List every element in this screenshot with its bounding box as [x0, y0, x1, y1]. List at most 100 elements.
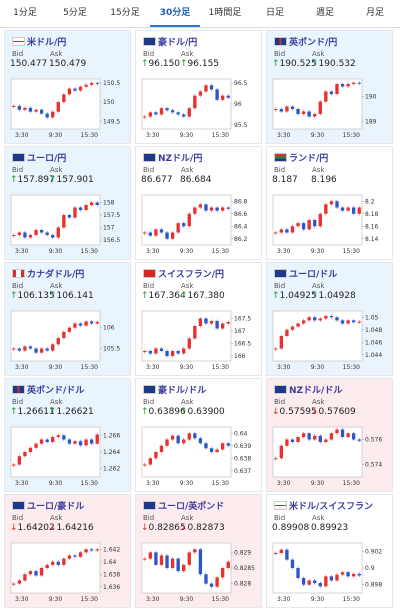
candle — [176, 558, 180, 572]
candle — [34, 443, 38, 448]
x-tick-label: 3:30 — [146, 480, 160, 487]
candle — [357, 321, 361, 323]
y-tick-label: 86.2 — [234, 236, 248, 243]
candle — [89, 321, 94, 324]
ask-value: 96.155 — [180, 59, 220, 69]
candle — [307, 111, 311, 117]
rate-tile[interactable]: 米ドル/円 Bid Ask 150.477 150.479 150.5 150 149.5 3:… — [4, 30, 131, 144]
candle — [301, 578, 306, 585]
flag-icon — [143, 269, 156, 278]
candle — [340, 572, 345, 575]
candle — [78, 552, 83, 557]
candle — [143, 232, 147, 234]
candle — [34, 348, 38, 353]
y-tick-label: 166 — [234, 353, 246, 360]
candle — [313, 435, 317, 440]
candle — [209, 321, 214, 324]
tab[interactable]: 1分足 — [13, 8, 37, 18]
candle — [329, 91, 334, 94]
x-tick-label: 9:30 — [49, 132, 63, 139]
x-tick-label: 9:30 — [311, 480, 325, 487]
candle — [143, 464, 147, 466]
bid-value: 1.04925 — [272, 291, 317, 301]
candle — [67, 327, 72, 332]
candle — [159, 229, 164, 233]
candle — [274, 109, 278, 110]
tab[interactable]: 5分足 — [63, 8, 87, 18]
candle — [187, 433, 191, 440]
x-tick-label: 9:30 — [49, 596, 63, 603]
candle — [226, 322, 230, 324]
candle — [279, 229, 284, 233]
tab[interactable]: 15分足 — [110, 8, 140, 18]
mini-chart: 150.5 150 149.5 3:30 9:30 15:30 — [10, 78, 120, 139]
x-tick-label: 3:30 — [15, 364, 29, 371]
y-tick-label: 86.6 — [234, 211, 248, 218]
rate-tile[interactable]: ランド/円 Bid Ask 8.187 8.196 8.2 8.18 8.16 8.14 3:30… — [266, 146, 393, 260]
candle — [28, 346, 33, 349]
x-tick-label: 15:30 — [81, 364, 98, 371]
candle — [89, 549, 94, 551]
candle — [274, 348, 278, 350]
x-tick-label: 15:30 — [81, 596, 98, 603]
ask-label: Ask — [312, 398, 325, 406]
candle — [84, 549, 88, 553]
candle — [204, 443, 208, 449]
candle — [45, 348, 49, 351]
candle — [226, 561, 230, 568]
ask-label: Ask — [181, 398, 194, 406]
ask-value: 0.82873 — [180, 523, 225, 533]
candle — [346, 433, 350, 437]
flag-icon — [143, 385, 156, 394]
candle — [148, 458, 153, 465]
candle — [285, 229, 289, 233]
bid-label: Bid — [12, 514, 24, 522]
ask-value: 86.684 — [180, 175, 212, 185]
candle — [226, 443, 230, 446]
candle — [296, 568, 300, 578]
flag-icon — [274, 37, 287, 46]
candle — [329, 576, 334, 581]
pair-name: スイスフラン/円 — [158, 270, 225, 280]
mini-chart: 1.642 1.64 1.638 1.636 3:30 9:30 15:30 — [10, 542, 120, 603]
tab[interactable]: 30分足 — [150, 0, 200, 27]
x-tick-label: 3:30 — [146, 364, 160, 371]
candle — [209, 85, 214, 90]
rate-tile[interactable]: NZドル/円 Bid Ask 86.677 86.684 86.8 86.6 86.4 86.2… — [135, 146, 262, 260]
ask-value: 1.64216 — [49, 523, 94, 533]
x-tick-label: 15:30 — [343, 364, 360, 371]
candle — [56, 338, 60, 345]
bid-value: 157.897 — [10, 175, 55, 185]
candle — [318, 101, 322, 114]
candle — [301, 320, 306, 324]
tab[interactable]: 日足 — [265, 8, 284, 18]
tab[interactable]: 1時間足 — [208, 8, 242, 18]
y-tick-label: 0.574 — [365, 462, 382, 469]
y-tick-label: 0.637 — [234, 468, 251, 475]
rate-tile[interactable]: ユーロ/英ポンドBidAsk0.828650.828730.8290.82850… — [135, 494, 262, 608]
tab[interactable]: 月足 — [365, 8, 384, 18]
y-tick-label: 150.5 — [103, 80, 120, 87]
candle — [84, 439, 88, 446]
candle — [290, 226, 295, 233]
candle — [143, 558, 147, 560]
bid-label: Bid — [143, 50, 155, 58]
rate-tile[interactable]: 英ポンド/ドルBidAsk1.266111.266211.2661.2641.2… — [4, 378, 131, 492]
candle — [176, 223, 180, 233]
y-tick-label: 1.048 — [365, 327, 382, 334]
rate-tile[interactable]: 米ドル/スイスフラン Bid Ask 0.89908 0.89923 0.902 0.9 0.… — [266, 494, 393, 608]
y-tick-label: 1.64 — [103, 559, 117, 566]
candle — [73, 323, 77, 328]
y-tick-label: 96.5 — [234, 80, 248, 87]
candle — [73, 555, 77, 557]
tab[interactable]: 週足 — [315, 8, 334, 18]
